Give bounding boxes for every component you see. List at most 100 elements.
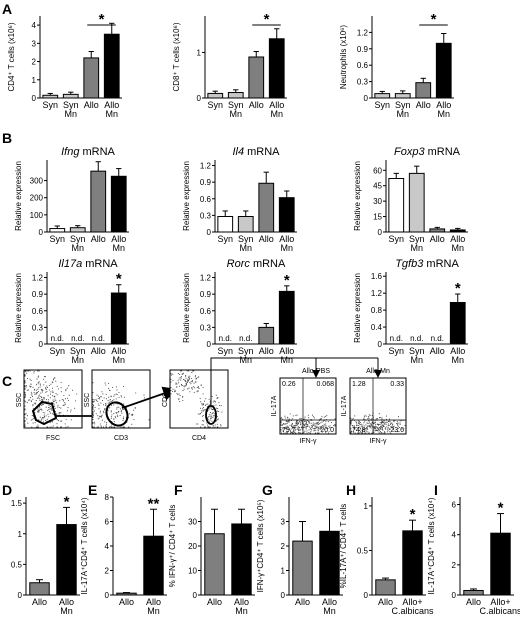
flow-dot: [292, 431, 294, 433]
flow-dot: [334, 424, 336, 426]
y-tick-label: 15: [373, 213, 382, 222]
flow-dot: [329, 427, 331, 429]
flow-dot: [52, 390, 54, 392]
flow-dot: [33, 417, 35, 420]
flow-dot: [143, 397, 146, 399]
y-tick-label: 0.6: [32, 307, 44, 316]
flow-dot: [350, 421, 352, 423]
flow-dot: [196, 390, 198, 392]
bar: [292, 540, 313, 596]
not-detected-label: n.d.: [71, 334, 84, 343]
flow-dot: [295, 421, 297, 423]
flow-dot: [299, 418, 301, 420]
category-label: Syn: [217, 234, 233, 244]
flow-dot: [58, 388, 60, 390]
flow-dot: [62, 404, 64, 406]
y-tick-label: 1: [197, 48, 202, 57]
category-label: Allo: [259, 346, 274, 356]
bar: [110, 175, 127, 233]
flow-dot: [134, 407, 136, 409]
flow-dot: [92, 391, 94, 393]
flow-dot: [109, 407, 111, 409]
flow-dot: [318, 432, 320, 434]
category-label: Syn: [63, 100, 79, 110]
bar: [217, 215, 234, 233]
y-tick-label: 30: [188, 518, 197, 527]
flow-dot: [198, 376, 200, 378]
category-label: Allo: [279, 346, 294, 356]
flow-dot: [280, 423, 282, 425]
y-axis-label: Relative expression: [353, 273, 362, 343]
flow-dot: [399, 423, 401, 425]
flow-dot: [303, 426, 305, 428]
flow-dot: [286, 425, 288, 427]
category-label: Allo: [430, 234, 445, 244]
flow-dot: [373, 431, 375, 433]
flow-dot: [367, 431, 369, 433]
flow-dot: [365, 427, 367, 430]
flow-dot: [316, 425, 318, 427]
dot-cloud-allo-pbs: [280, 413, 336, 434]
flow-dot: [211, 420, 213, 422]
flow-dot: [51, 387, 54, 389]
flow-dot: [55, 380, 57, 382]
y-axis-label: Relative expression: [353, 161, 362, 231]
flow-dot: [321, 421, 323, 423]
flow-dot: [65, 426, 67, 428]
flow-dot: [308, 417, 310, 419]
flow-dot: [43, 416, 45, 418]
flow-dot: [189, 391, 191, 393]
y-axis-label: Relative expression: [14, 161, 23, 231]
flow-dot: [187, 388, 189, 390]
flow-dot: [54, 400, 56, 402]
flow-dot: [188, 370, 190, 372]
flow-dot: [386, 431, 388, 433]
flow-dot: [46, 426, 48, 428]
flow-dot: [48, 409, 50, 411]
flow-dot: [309, 432, 311, 434]
flow-dot: [172, 390, 174, 393]
flow-dot: [190, 387, 193, 389]
y-tick-label: 1.2: [32, 274, 44, 283]
flow-dot: [185, 377, 187, 379]
flow-dot: [378, 413, 380, 415]
flow-dot: [305, 427, 307, 429]
flow-dot: [93, 401, 95, 403]
flow-dot: [36, 392, 38, 394]
flow-dot: [202, 414, 204, 416]
flow-dot: [317, 427, 319, 429]
flow-dot: [98, 395, 100, 397]
flow-dot: [282, 423, 284, 425]
flow-dot: [48, 389, 50, 391]
flow-dot: [323, 416, 325, 418]
flow-dot: [120, 395, 122, 397]
flow-dot: [320, 422, 322, 424]
flow-dot: [42, 399, 44, 401]
flow-dot: [303, 423, 305, 425]
flow-dot: [39, 386, 41, 388]
flow-dot: [319, 418, 321, 420]
flow-dot: [374, 426, 376, 428]
flow-dot: [111, 386, 114, 389]
flow-dot: [325, 421, 327, 423]
flow-dot: [92, 418, 94, 421]
flow-dot: [92, 406, 94, 408]
flow-dot: [286, 432, 288, 434]
flow-dot: [49, 393, 52, 395]
flow-dot: [26, 372, 28, 374]
flow-dot: [32, 405, 34, 407]
flow-dot: [183, 388, 185, 390]
flow-dot: [300, 426, 302, 428]
category-label: Mn: [71, 355, 84, 365]
chart-title-rest: mRNA: [425, 146, 461, 158]
flow-dot: [46, 385, 48, 387]
flow-dot: [214, 424, 216, 426]
y-tick-label: 8: [105, 493, 110, 502]
flow-dot: [280, 430, 282, 432]
flow-dot: [362, 424, 364, 426]
flow-dot: [382, 426, 384, 428]
flow-dot: [381, 418, 383, 420]
flow-dot: [68, 385, 70, 387]
flow-dot: [133, 409, 135, 411]
